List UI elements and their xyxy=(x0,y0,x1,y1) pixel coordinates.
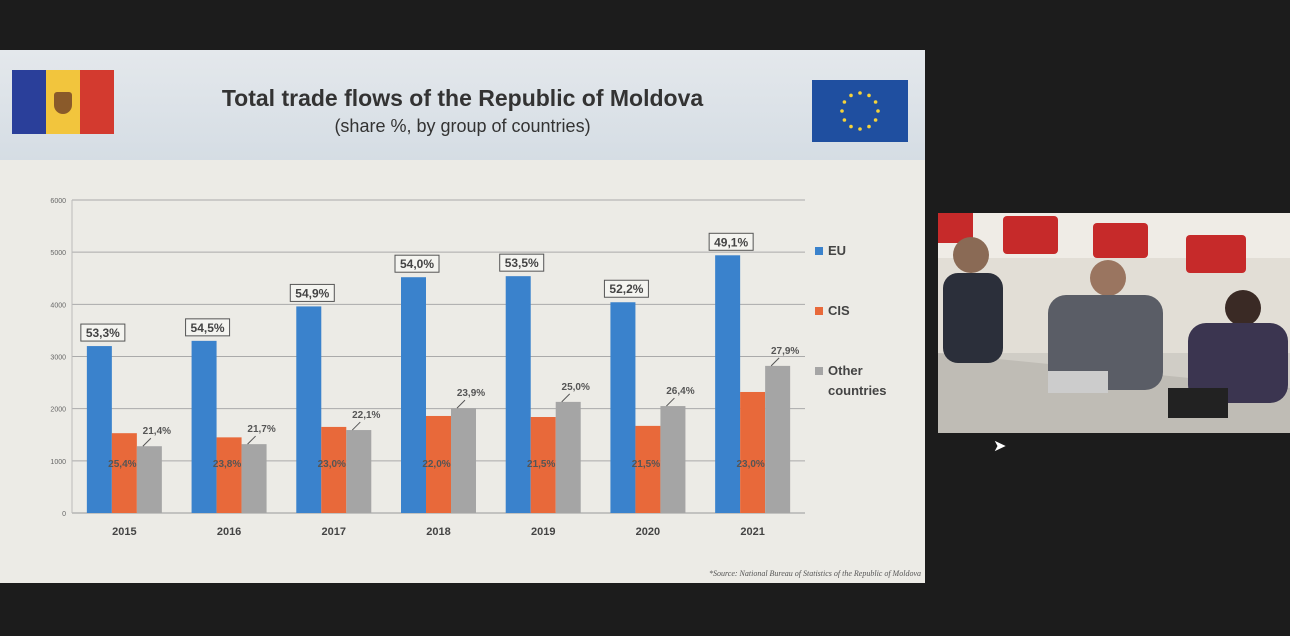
data-label-box xyxy=(289,283,335,302)
legend-item-eu: EU xyxy=(828,243,846,258)
legend-swatch xyxy=(815,367,823,375)
data-label-cis: 23,8% xyxy=(213,459,241,470)
leader-line xyxy=(561,393,571,403)
bar-other-countries xyxy=(765,365,791,513)
data-label-box xyxy=(499,253,545,272)
bar-other-countries xyxy=(451,408,476,513)
data-label-other: 26,4% xyxy=(666,386,694,397)
data-label-eu: 53,3% xyxy=(86,326,120,340)
bar-other-countries xyxy=(136,446,162,513)
y-tick-label: 6000 xyxy=(50,198,66,205)
x-tick-label: 2019 xyxy=(531,526,555,538)
data-label-other: 21,4% xyxy=(143,426,171,437)
source-note: *Source: National Bureau of Statistics o… xyxy=(708,569,921,578)
legend-item-cis: CIS xyxy=(828,303,850,318)
bar-eu xyxy=(296,306,322,513)
leader-line xyxy=(456,399,466,409)
leader-line xyxy=(770,357,780,367)
bar-eu xyxy=(505,276,531,513)
data-label-cis: 25,4% xyxy=(108,459,136,470)
data-label-box xyxy=(394,254,440,273)
data-label-cis: 21,5% xyxy=(632,459,660,470)
bar-cis xyxy=(635,425,661,513)
data-label-eu: 54,9% xyxy=(295,286,329,300)
leader-line xyxy=(666,397,675,407)
data-label-other: 21,7% xyxy=(247,424,275,435)
data-label-box xyxy=(80,323,126,342)
y-tick-label: 1000 xyxy=(50,459,66,466)
eu-flag-icon xyxy=(812,80,908,142)
video-feed xyxy=(938,213,1290,433)
data-label-eu: 53,5% xyxy=(505,256,539,270)
bar-cis xyxy=(321,426,347,513)
bar-eu xyxy=(86,346,112,513)
bar-eu xyxy=(191,340,217,513)
mouse-cursor-icon: ➤ xyxy=(993,438,1007,455)
x-tick-label: 2016 xyxy=(217,526,241,538)
y-tick-label: 3000 xyxy=(50,355,66,362)
slide-title: Total trade flows of the Republic of Mol… xyxy=(221,85,704,111)
data-label-cis: 23,0% xyxy=(736,459,764,470)
slide-subtitle: (share %, by group of countries) xyxy=(334,116,591,136)
y-tick-label: 5000 xyxy=(50,250,66,257)
bar-chart: 0 1000 2000 3000 4000 5000 6000 2015 53,3% 25,4% 2… xyxy=(50,198,887,538)
data-label-other: 22,1% xyxy=(352,410,380,421)
bar-other-countries xyxy=(555,401,581,513)
x-tick-label: 2015 xyxy=(112,526,136,538)
bar-cis xyxy=(216,437,242,513)
data-label-cis: 22,0% xyxy=(422,459,450,470)
data-label-cis: 21,5% xyxy=(527,459,555,470)
bar-eu xyxy=(715,255,741,513)
y-tick-label: 0 xyxy=(62,511,66,518)
bar-cis xyxy=(530,417,556,513)
moldova-flag-icon xyxy=(12,70,114,134)
data-label-eu: 52,2% xyxy=(609,282,643,296)
legend-item-other-countries: Other countries xyxy=(828,363,887,398)
data-label-box xyxy=(185,318,231,337)
leader-line xyxy=(351,421,361,431)
bar-cis xyxy=(740,391,766,513)
x-tick-label: 2017 xyxy=(322,526,346,538)
bar-cis xyxy=(426,415,451,513)
bar-other-countries xyxy=(660,406,686,513)
legend-swatch xyxy=(815,307,823,315)
data-label-box xyxy=(708,232,754,251)
data-label-cis: 23,0% xyxy=(318,459,346,470)
y-tick-label: 2000 xyxy=(50,407,66,414)
bar-eu xyxy=(610,302,636,513)
presentation-slide: Total trade flows of the Republic of Mol… xyxy=(0,50,925,583)
leader-line xyxy=(247,435,256,445)
data-label-eu: 54,5% xyxy=(191,321,225,335)
data-label-other: 25,0% xyxy=(562,382,590,393)
y-tick-label: 4000 xyxy=(50,302,66,309)
bar-cis xyxy=(111,433,137,513)
x-tick-label: 2020 xyxy=(636,526,660,538)
leader-line xyxy=(142,437,152,447)
data-label-other: 27,9% xyxy=(771,346,799,357)
bar-other-countries xyxy=(346,430,372,513)
bar-other-countries xyxy=(241,444,267,513)
bar-eu xyxy=(401,277,426,513)
data-label-eu: 49,1% xyxy=(714,235,748,249)
slide-header: Total trade flows of the Republic of Mol… xyxy=(0,50,925,160)
data-label-box xyxy=(603,279,649,298)
x-tick-label: 2018 xyxy=(426,526,450,538)
data-label-other: 23,9% xyxy=(457,388,485,399)
data-label-eu: 54,0% xyxy=(400,257,434,271)
x-tick-label: 2021 xyxy=(740,526,764,538)
legend-swatch xyxy=(815,247,823,255)
